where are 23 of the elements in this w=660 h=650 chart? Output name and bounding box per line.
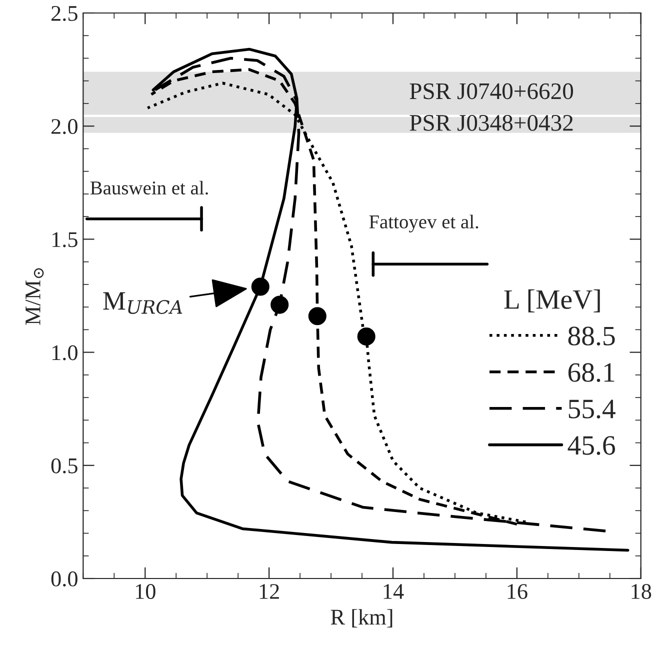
annotation: M$_{URCA}$: [103, 292, 182, 314]
legend-label: 55.4: [568, 400, 616, 418]
x-axis-title: R [km]: [330, 609, 392, 628]
y-tick-label: 0.0: [51, 571, 78, 587]
x-tick-label: 16: [508, 584, 528, 599]
legend-title: L [MeV]: [504, 289, 600, 312]
annotation: Bauswein et al.: [90, 180, 208, 195]
x-tick-label: 10: [136, 584, 156, 599]
annotation: Fattoyev et al.: [369, 214, 478, 232]
legend-label: 68.1: [568, 363, 614, 382]
legend-label: 45.6: [568, 436, 616, 455]
y-tick-label: 0.5: [51, 458, 78, 474]
y-tick-label: 2.5: [51, 6, 78, 22]
band-label: PSR J0348+0432: [410, 114, 573, 131]
x-tick-label: 12: [260, 584, 279, 599]
x-tick-label: 18: [632, 584, 652, 599]
legend-label: 88.5: [568, 326, 615, 346]
y-axis-title: M/M$_{⊙}$: [26, 268, 44, 325]
x-tick-label: 14: [384, 584, 404, 599]
band-label: PSR J0740+6620: [410, 83, 574, 100]
y-tick-label: 2.0: [51, 119, 78, 134]
y-tick-label: 1.5: [52, 232, 78, 248]
y-tick-label: 1.0: [52, 345, 78, 360]
